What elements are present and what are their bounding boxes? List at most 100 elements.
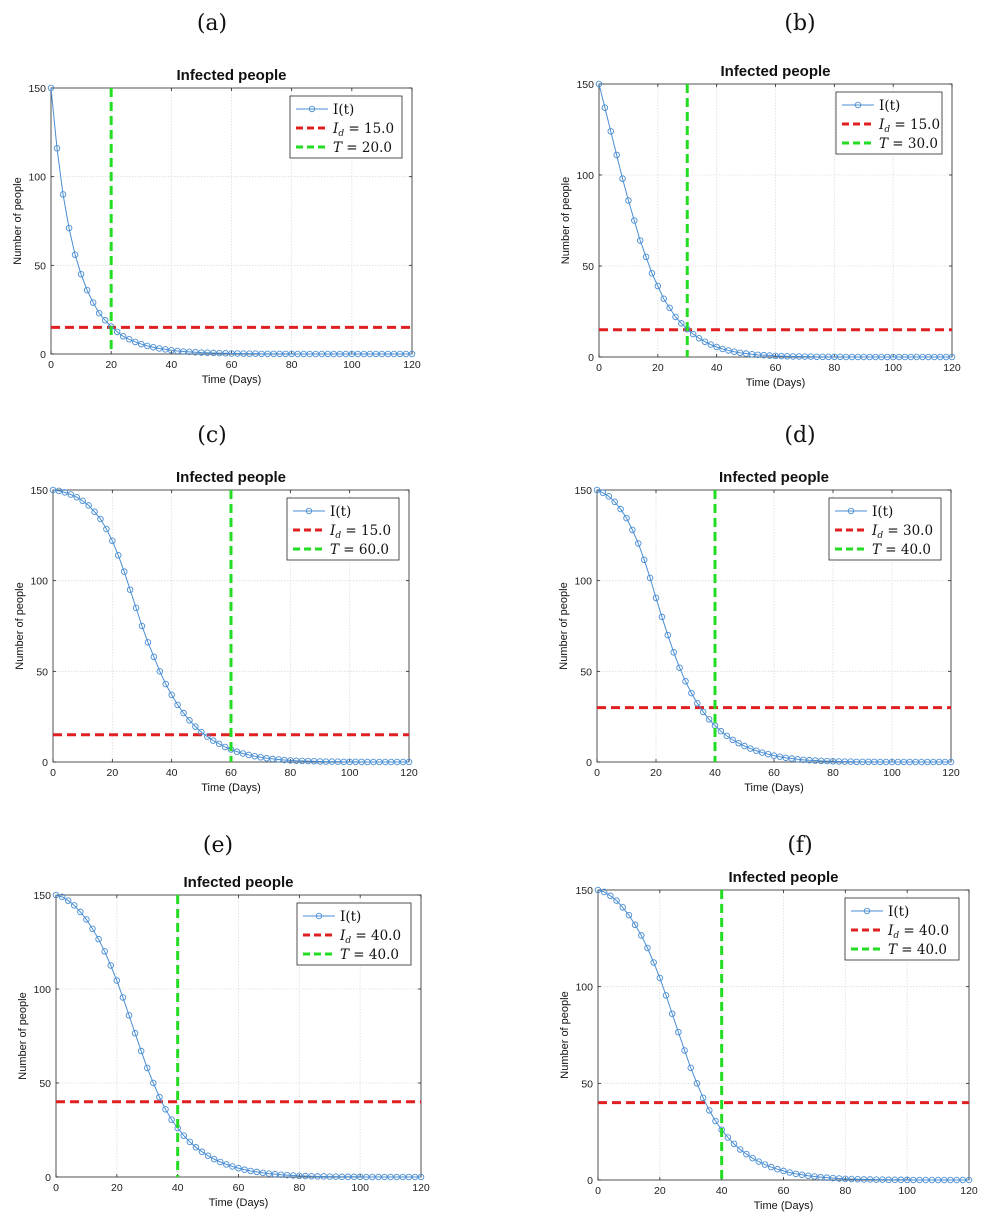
- data-point: [823, 1174, 831, 1181]
- chart-title: Infected people: [720, 63, 830, 80]
- y-tick-label: 0: [588, 352, 594, 364]
- data-point: [204, 733, 211, 740]
- data-point: [629, 526, 636, 534]
- data-point: [689, 330, 697, 338]
- data-point: [719, 345, 726, 353]
- data-point: [599, 489, 607, 496]
- data-point: [229, 1163, 236, 1170]
- legend-marker-I: [305, 507, 313, 515]
- y-tick-label: 50: [36, 666, 48, 678]
- legend-label-T: T = 20.0: [333, 140, 392, 156]
- chart-panel-4: (d) 0 20 40 60 80 100 120 0 50 100 150 Infected peop…: [558, 423, 960, 794]
- y-axis-label: Number of people: [14, 582, 26, 669]
- data-point: [658, 613, 666, 621]
- data-point: [699, 708, 707, 716]
- legend-label-Id: Id = 15.0: [878, 117, 940, 135]
- data-point: [688, 689, 695, 697]
- data-point: [290, 1172, 297, 1179]
- data-point: [338, 1173, 346, 1181]
- data-point: [49, 486, 57, 494]
- data-point: [668, 1010, 676, 1017]
- legend-label-I: I(t): [888, 904, 909, 920]
- x-tick-label: 100: [898, 1185, 916, 1197]
- legend-marker-I: [315, 912, 323, 920]
- data-point: [83, 286, 91, 294]
- data-point: [89, 299, 97, 306]
- series-line-I: [598, 83, 952, 358]
- data-point: [613, 151, 620, 159]
- data-point: [119, 994, 127, 1001]
- data-point: [717, 727, 725, 735]
- data-point: [55, 487, 63, 495]
- y-tick-label: 150: [574, 485, 592, 497]
- data-point: [792, 1170, 800, 1178]
- x-tick-label: 40: [716, 1185, 728, 1197]
- data-point: [948, 353, 956, 361]
- data-point: [965, 1176, 973, 1184]
- x-tick-label: 80: [839, 1185, 851, 1197]
- data-point: [70, 902, 78, 909]
- legend: I(t) Id = 30.0T = 40.0: [828, 497, 942, 561]
- data-point: [694, 699, 701, 707]
- data-point: [631, 217, 638, 224]
- y-tick-label: 100: [576, 170, 594, 182]
- x-tick-label: 40: [166, 767, 178, 779]
- data-point: [666, 304, 673, 312]
- x-tick-label: 100: [884, 362, 902, 374]
- data-point: [619, 904, 626, 911]
- data-point: [308, 1172, 315, 1180]
- x-tick-label: 40: [711, 362, 723, 374]
- y-axis-label: Number of people: [558, 582, 570, 669]
- x-axis-label: Time (Days): [746, 377, 805, 389]
- x-tick-label: 20: [105, 359, 117, 371]
- chart-panel-3: (c) 0 20 40 60 80 100 120 0 50 100 150 Infected peop…: [14, 423, 418, 794]
- data-point: [879, 1176, 886, 1183]
- legend-marker-I: [847, 507, 855, 515]
- data-point: [393, 1173, 400, 1181]
- x-tick-label: 120: [943, 362, 961, 374]
- y-tick-label: 0: [42, 757, 48, 769]
- data-point: [601, 104, 609, 111]
- x-tick-label: 120: [400, 767, 418, 779]
- data-point: [192, 723, 199, 730]
- data-point: [842, 1175, 849, 1183]
- x-tick-label: 80: [827, 767, 839, 779]
- y-tick-label: 150: [575, 885, 593, 897]
- data-point: [959, 1176, 967, 1184]
- data-point: [97, 515, 104, 523]
- data-point: [780, 1167, 787, 1175]
- x-tick-label: 60: [233, 1182, 245, 1194]
- data-point: [747, 745, 754, 752]
- data-point: [798, 1171, 806, 1179]
- legend-label-I: I(t): [333, 102, 354, 118]
- data-point: [611, 498, 618, 506]
- data-point: [126, 586, 134, 593]
- data-point: [215, 740, 223, 748]
- y-axis-label: Number of people: [559, 991, 571, 1078]
- y-axis-label: Number of people: [12, 177, 24, 264]
- y-tick-label: 100: [575, 982, 593, 994]
- legend-label-T: T = 40.0: [340, 947, 399, 963]
- data-point: [85, 502, 92, 509]
- data-point: [829, 1174, 837, 1182]
- data-point: [725, 347, 732, 354]
- data-point: [156, 1093, 163, 1101]
- data-point: [186, 717, 193, 724]
- data-point: [156, 668, 164, 675]
- data-point: [251, 752, 258, 760]
- data-point: [804, 1172, 812, 1179]
- data-point: [320, 1173, 327, 1180]
- y-tick-label: 0: [586, 757, 592, 769]
- data-point: [375, 1173, 382, 1181]
- y-tick-label: 150: [28, 83, 46, 95]
- data-point: [47, 84, 55, 92]
- data-point: [89, 925, 96, 933]
- y-tick-label: 50: [34, 260, 46, 272]
- data-point: [52, 891, 60, 899]
- panel-label: (d): [784, 423, 815, 448]
- data-point: [764, 750, 772, 758]
- data-point: [79, 497, 86, 505]
- y-tick-label: 150: [33, 890, 51, 902]
- data-point: [619, 175, 626, 182]
- legend: I(t) Id = 15.0T = 20.0: [289, 95, 403, 159]
